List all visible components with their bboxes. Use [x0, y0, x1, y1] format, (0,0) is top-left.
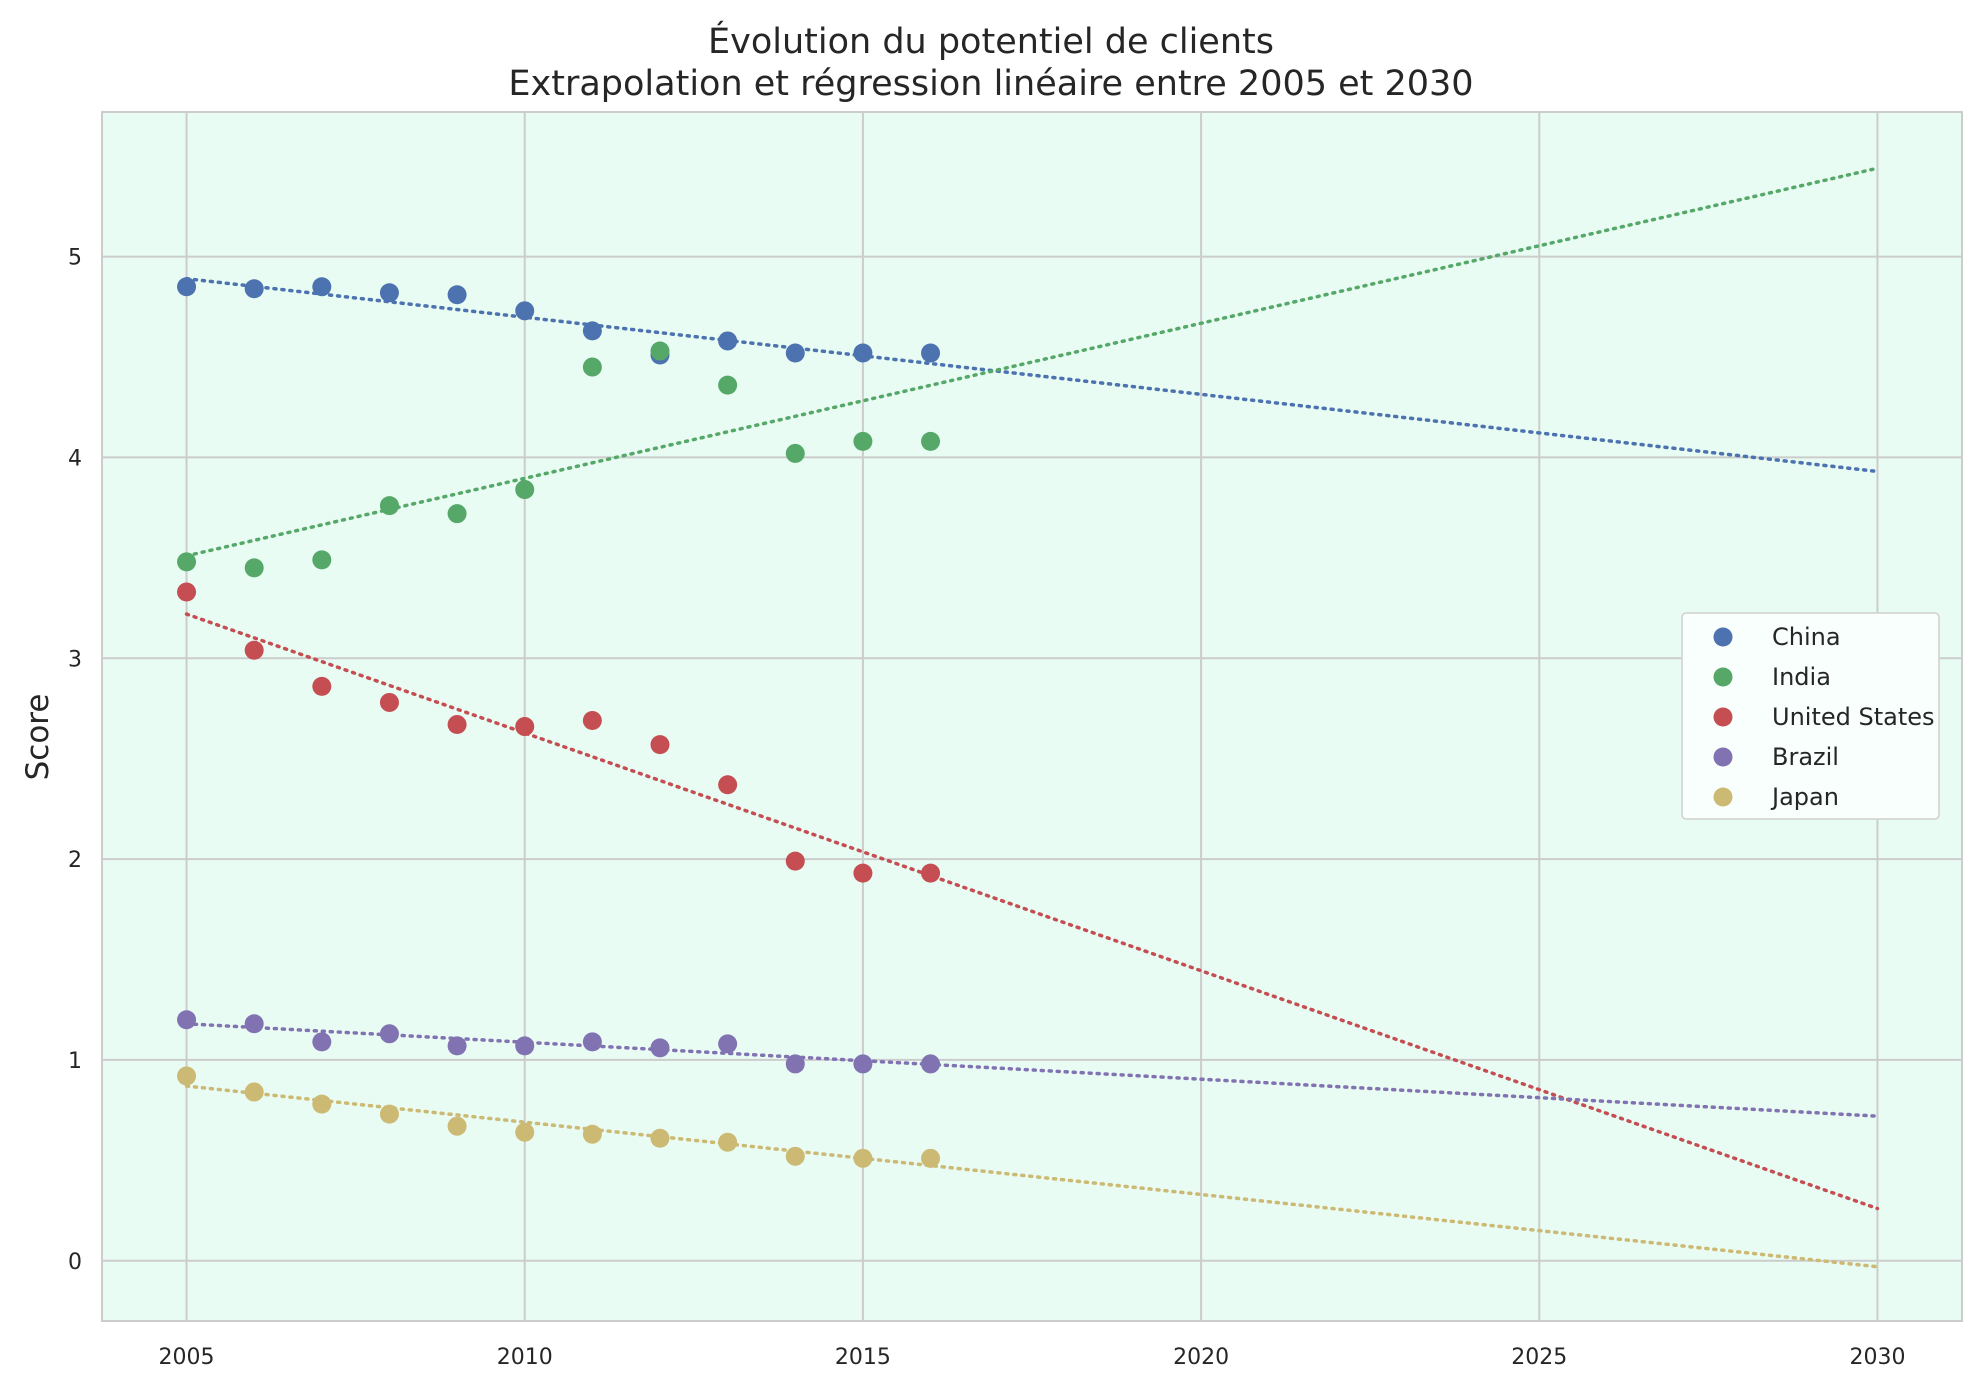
data-point [379, 1024, 399, 1044]
data-point [379, 1104, 399, 1124]
data-point [177, 582, 197, 602]
data-point [582, 711, 602, 731]
data-point [921, 1148, 941, 1168]
data-point [515, 1036, 535, 1056]
legend-marker [1713, 747, 1733, 767]
legend-label: Brazil [1772, 743, 1839, 771]
data-point [177, 1010, 197, 1030]
data-point [582, 1032, 602, 1052]
legend-label: Japan [1770, 783, 1839, 811]
y-tick-label: 3 [68, 647, 82, 672]
trend-line [184, 276, 1880, 474]
data-point [244, 1014, 264, 1034]
legend-marker [1713, 667, 1733, 687]
data-point [921, 863, 941, 883]
data-point [379, 496, 399, 516]
legend-label: India [1772, 663, 1831, 691]
chart-subtitle: Extrapolation et régression linéaire ent… [508, 64, 1473, 104]
trend-line [184, 166, 1880, 558]
data-point [921, 431, 941, 451]
trend-line [184, 1022, 1880, 1118]
data-point [447, 1116, 467, 1136]
data-point [718, 1034, 738, 1054]
data-point [515, 480, 535, 500]
data-point [650, 1038, 670, 1058]
data-point [515, 1122, 535, 1142]
legend: China India United States Brazil Japan [1681, 612, 1940, 820]
data-point [718, 375, 738, 395]
y-tick-label: 1 [68, 1049, 82, 1074]
data-point [921, 343, 941, 363]
trend-line [184, 1084, 1880, 1269]
data-point [650, 341, 670, 361]
data-point [853, 1054, 873, 1074]
data-point [853, 431, 873, 451]
data-point [244, 640, 264, 660]
y-tick-label: 2 [68, 848, 82, 873]
data-point [312, 1032, 332, 1052]
data-point [853, 343, 873, 363]
data-point [582, 1124, 602, 1144]
trend-lines [184, 166, 1880, 1269]
data-point [718, 331, 738, 351]
legend-marker [1713, 707, 1733, 727]
data-point [921, 1054, 941, 1074]
trend-line [184, 612, 1880, 1211]
legend-label: China [1772, 623, 1841, 651]
x-tick-label: 2015 [835, 1345, 891, 1370]
data-point [650, 1128, 670, 1148]
data-point [650, 735, 670, 755]
data-point [379, 692, 399, 712]
legend-marker [1713, 627, 1733, 647]
plot-frame [101, 111, 1963, 1322]
data-point [582, 321, 602, 341]
data-point [177, 552, 197, 572]
x-tick-label: 2025 [1511, 1345, 1567, 1370]
x-tick-label: 2030 [1849, 1345, 1905, 1370]
chart-title: Évolution du potentiel de clients [708, 20, 1274, 62]
data-point [785, 1054, 805, 1074]
y-tick-label: 0 [68, 1250, 82, 1275]
data-point [515, 301, 535, 321]
data-point [785, 443, 805, 463]
data-point [244, 558, 264, 578]
x-tick-label: 2005 [159, 1345, 215, 1370]
data-point [447, 715, 467, 735]
data-point [177, 277, 197, 297]
y-tick-label: 5 [68, 246, 82, 271]
data-point [853, 863, 873, 883]
data-point [447, 1036, 467, 1056]
x-tick-label: 2010 [497, 1345, 553, 1370]
data-point [718, 1132, 738, 1152]
data-point [312, 277, 332, 297]
data-points [177, 277, 941, 1168]
data-point [447, 504, 467, 524]
data-point [447, 285, 467, 305]
data-point [244, 1082, 264, 1102]
data-point [312, 676, 332, 696]
legend-label: United States [1772, 703, 1935, 731]
legend-marker [1713, 787, 1733, 807]
y-axis-label: Score [20, 694, 56, 781]
legend-box [1681, 612, 1940, 820]
data-point [785, 851, 805, 871]
grid [102, 112, 1962, 1321]
y-tick-label: 4 [68, 446, 82, 471]
data-point [785, 1146, 805, 1166]
data-point [312, 1094, 332, 1114]
data-point [718, 775, 738, 795]
plot-area [102, 112, 1962, 1321]
y-axis-ticks: 0 1 2 3 4 5 [68, 246, 82, 1275]
data-point [582, 357, 602, 377]
data-point [379, 283, 399, 303]
x-tick-label: 2020 [1173, 1345, 1229, 1370]
data-point [515, 717, 535, 737]
data-point [853, 1148, 873, 1168]
data-point [785, 343, 805, 363]
data-point [312, 550, 332, 570]
data-point [177, 1066, 197, 1086]
x-axis-ticks: 2005 2010 2015 2020 2025 2030 [159, 1345, 1906, 1370]
data-point [244, 279, 264, 299]
